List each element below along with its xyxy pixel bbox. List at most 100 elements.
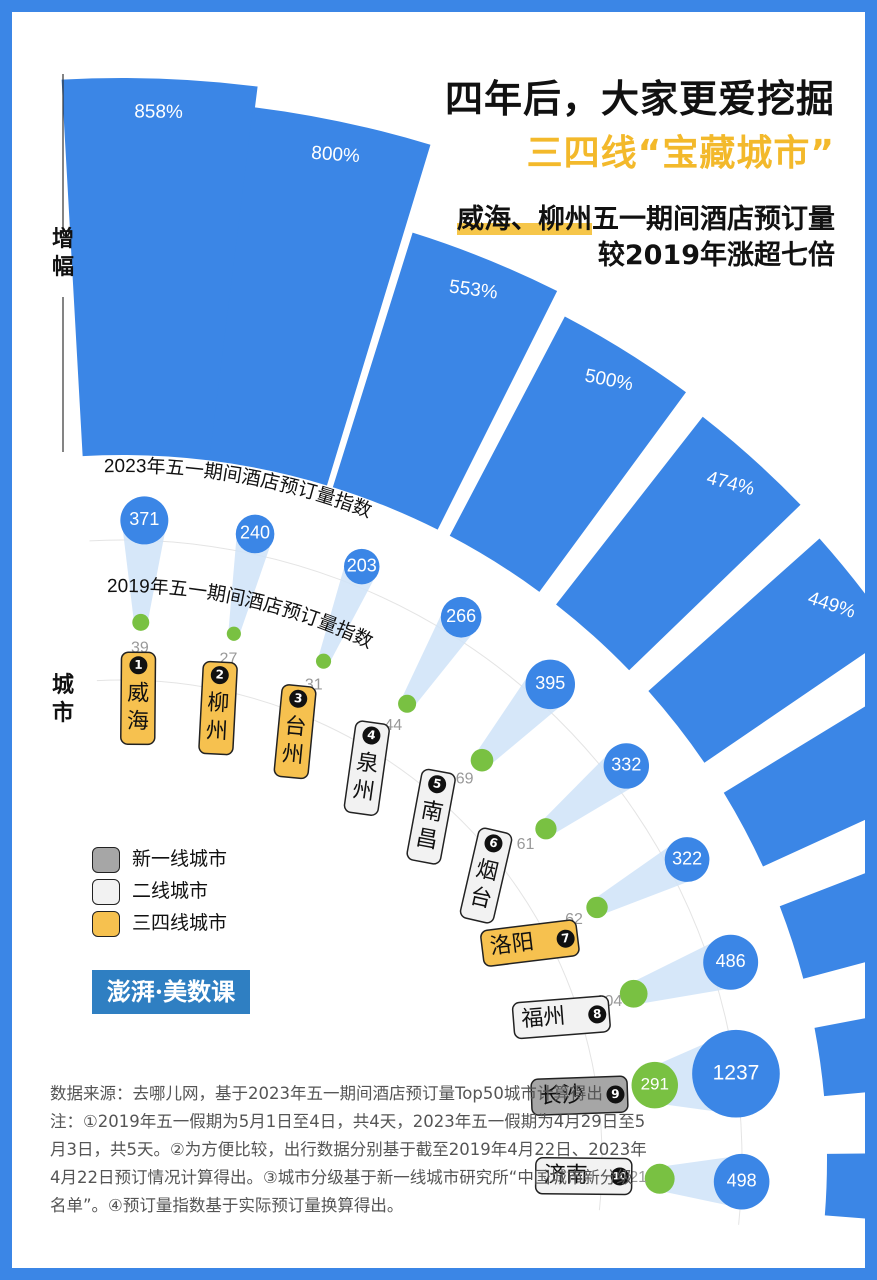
growth-bar [209,107,431,486]
city-axis-label: 市 [52,700,74,726]
note-line: 注：①2019年五一假期为5月1日至4日，共4天，2023年五一假期为4月29日… [50,1112,646,1131]
rank-number: 1 [134,658,142,672]
legend-label: 三四线城市 [132,912,228,934]
bubble-2023 [664,837,710,882]
city-tier-box [459,827,513,924]
bubble-2023-label: 486 [716,951,746,971]
growth-bar [824,1153,865,1219]
rank-badge [556,929,575,948]
city-tier-box [198,660,238,756]
growth-label: 858% [134,101,183,123]
source-notes: 数据来源：去哪儿网，基于2023年五一期间酒店预订量Top50城市计算得出 注：… [50,1080,840,1220]
legend-swatch [92,878,120,905]
growth-bar [449,316,686,592]
city-name-char: 台 [467,884,494,913]
projection-beam [121,519,168,623]
bubble-2019 [132,613,150,631]
legend-swatch [92,910,120,937]
rank-badge [606,1085,625,1104]
rank-number: 5 [432,776,443,791]
note-line: 月3日，共5天。②为方便比较，出行数据分别基于截至2019年4月22日、2023… [50,1140,647,1159]
city-label: 2 柳州 [198,660,238,756]
bubble-2023 [343,548,380,585]
bubble-2019 [226,626,241,641]
subtitle-line-1: 五一期间酒店预订量 [592,204,835,235]
bubble-2019 [586,896,608,919]
rank-badge [588,1005,607,1024]
bubble-2019-label: 291 [641,1075,669,1094]
city-name-char: 威 [127,681,149,706]
city-name-char: 烟 [474,857,501,886]
bubble-2023-label: 240 [240,523,270,543]
rank-number: 9 [611,1087,620,1101]
city-axis-label: 城 [52,672,74,698]
bubble-2019 [619,979,648,1008]
legend-item-second-tier: 二线城市 [92,876,208,905]
bubble-2023-label: 332 [611,755,641,775]
bubble-2019 [535,818,557,840]
city-tier-box [273,684,317,780]
rank-number: 7 [561,931,571,946]
bubble-2023 [692,1029,780,1118]
legend-swatch [92,846,120,873]
growth-bar [332,232,558,530]
radial-bar-chart: 858%37139800%24027553%20331500%26644474%… [52,74,865,1225]
rank-number: 10 [613,1171,627,1182]
city-tier-box [343,720,390,816]
bubble-2023-label: 395 [535,673,565,693]
subtitle-highlight: 威海、柳州 [457,204,592,235]
rank-number: 2 [215,667,224,681]
city-label: 7 洛阳 [480,919,580,967]
city-name-char: 南 [419,798,445,827]
source-text: 数据来源：去哪儿网，基于2023年五一期间酒店预订量Top50城市计算得出 [50,1084,603,1103]
city-name-char: 台 [283,714,307,741]
city-label: 5 南昌 [406,768,456,865]
legend-item-third-tier: 三四线城市 [92,908,227,937]
bubble-2023-label: 1237 [713,1061,760,1084]
city-label: 8 福州 [511,995,611,1040]
city-label: 4 泉州 [343,720,390,816]
growth-axis-label: 幅 [52,255,74,280]
rank-badge [428,775,447,794]
city-name-char: 州 [205,719,228,745]
legend-label: 新一线城市 [132,848,228,870]
bubble-2023-label: 266 [446,606,476,626]
city-label: 10 济南 [534,1157,633,1196]
city-label: 9 长沙 [530,1075,629,1116]
rank-badge [289,689,308,708]
note-line: 4月22日预订情况计算得出。③城市分级基于新一线城市研究所“中国城市新分级 [50,1168,633,1187]
subtitle: 威海、柳州五一期间酒店预订量 较2019年涨超七倍 [457,202,835,274]
growth-bar [779,873,865,979]
projection-beam [317,560,378,664]
growth-axis-label: 增 [52,226,74,252]
bubble-2023 [440,596,482,638]
growth-bar [648,538,865,763]
title-line-1: 四年后，大家更爱挖掘 [444,77,835,121]
bubble-2019-label: 69 [456,771,474,788]
city-name: 福州 [520,1004,566,1032]
rank-number: 4 [366,728,376,743]
rank-badge [129,656,148,675]
rank-badge [210,666,229,685]
projection-beam [228,530,274,635]
bubble-2023-label: 498 [727,1170,757,1190]
city-name-char: 州 [351,778,376,806]
legend-label: 二线城市 [132,880,209,902]
city-name-char: 柳 [207,691,230,717]
bubble-2019 [315,653,332,669]
title-line-2: 三四线“宝藏城市” [526,133,835,174]
bubble-2023-label: 203 [347,555,377,575]
bubble-2019 [470,748,494,772]
city-tier-box [534,1157,633,1196]
rank-badge [610,1167,629,1186]
bubble-2023 [525,659,576,710]
growth-bar [61,77,258,461]
city-name-char: 泉 [355,750,380,778]
city-tier-box [406,768,456,865]
city-name-char: 海 [127,709,149,734]
rank-badge [484,834,503,853]
city-label: 3 台州 [273,684,317,780]
city-name-char: 州 [281,742,305,769]
bubble-2019-label: 61 [517,836,535,853]
growth-bar [556,416,801,671]
